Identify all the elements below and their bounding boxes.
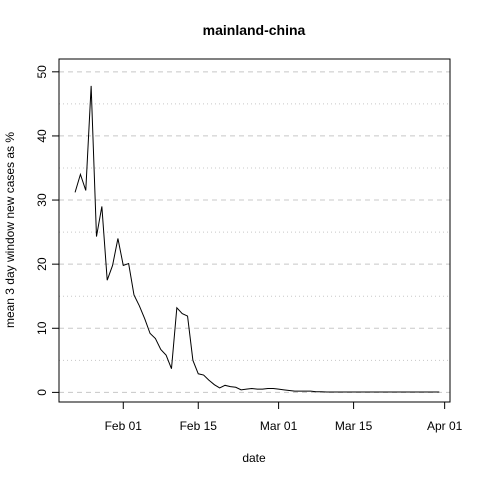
y-tick-label: 20 [35,257,49,271]
grid-lines [59,71,450,393]
y-axis-label: mean 3 day window new cases as % [3,132,17,328]
y-tick-label: 30 [35,193,49,207]
x-tick-label: Feb 15 [180,419,218,433]
x-axis-label: date [242,451,266,465]
x-tick-label: Feb 01 [105,419,143,433]
y-tick-label: 40 [35,129,49,143]
x-tick-label: Mar 15 [335,419,373,433]
x-axis: Feb 01 Feb 15 Mar 01 Mar 15 Apr 01 [105,401,463,433]
chart-title: mainland-china [203,22,306,38]
series-layer [74,85,440,393]
x-tick-label: Mar 01 [260,419,298,433]
x-tick-label: Apr 01 [427,419,463,433]
y-tick-label: 10 [35,321,49,335]
series-line [74,85,440,393]
y-axis: 0 10 20 30 40 50 [35,65,60,396]
y-tick-label: 0 [35,389,49,396]
y-tick-label: 50 [35,65,49,79]
